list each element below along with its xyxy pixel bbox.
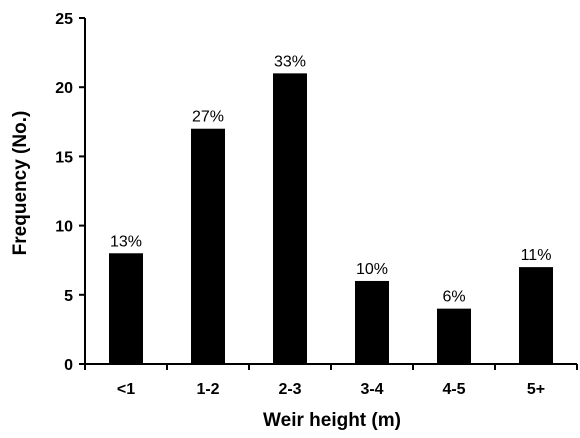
bar-data-label: 33% <box>274 53 306 70</box>
y-axis-title: Frequency (No.) <box>10 111 31 256</box>
bar-data-label: 6% <box>442 289 465 306</box>
x-tick-label: 5+ <box>527 381 545 398</box>
y-tick-label: 15 <box>55 149 73 166</box>
x-tick-label: 3-4 <box>360 381 383 398</box>
y-tick-label: 25 <box>55 11 73 28</box>
y-tick-label: 20 <box>55 80 73 97</box>
y-tick-label: 0 <box>64 357 73 374</box>
y-tick-label: 5 <box>64 288 73 305</box>
bar <box>109 253 143 364</box>
x-tick-label: 4-5 <box>442 381 465 398</box>
bar-data-label: 10% <box>356 261 388 278</box>
bar <box>437 308 471 364</box>
x-tick-label: <1 <box>117 381 135 398</box>
bar <box>355 280 389 364</box>
x-axis-title: Weir height (m) <box>263 410 401 431</box>
bar <box>519 267 553 364</box>
plot-area: 0 5 10 15 20 25 <1 13% 1-2 27% 2-3 33% 3-4 10% 4-5 6% 5+… <box>55 11 578 398</box>
bar-data-label: 11% <box>521 247 552 264</box>
bar-data-label: 27% <box>192 109 224 126</box>
y-tick-label: 10 <box>55 219 73 236</box>
bar-data-label: 13% <box>110 233 142 250</box>
bar <box>191 128 225 364</box>
x-tick-label: 1-2 <box>196 381 219 398</box>
bar <box>273 73 307 365</box>
x-tick-label: 2-3 <box>278 381 301 398</box>
